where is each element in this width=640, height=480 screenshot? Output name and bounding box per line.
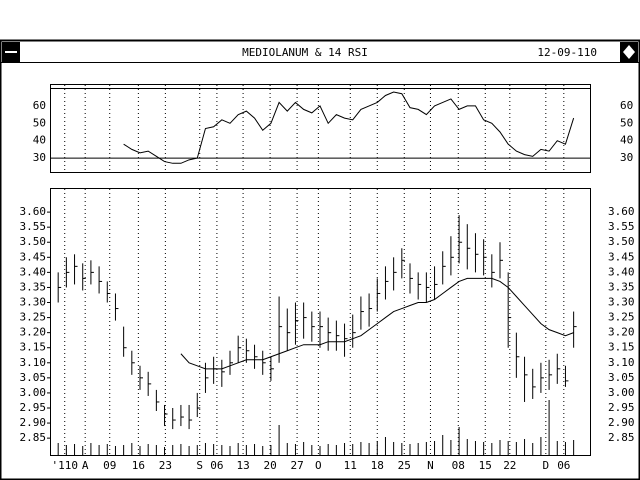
y-tick-label: 3.15: [608, 341, 635, 354]
x-tick-label: 18: [371, 459, 384, 472]
x-tick-label: 11: [344, 459, 357, 472]
rsi-tick-label: 50: [620, 116, 633, 129]
window-frame: [0, 39, 640, 480]
y-tick-label: 2.85: [20, 431, 47, 444]
y-tick-label: 2.95: [608, 401, 635, 414]
y-tick-label: 3.25: [20, 311, 47, 324]
x-tick-label: A: [82, 459, 89, 472]
x-tick-label: D: [543, 459, 550, 472]
y-tick-label: 3.45: [608, 250, 635, 263]
rsi-tick-label: 50: [33, 116, 46, 129]
y-tick-label: 3.10: [20, 356, 47, 369]
y-tick-label: 3.55: [20, 220, 47, 233]
y-tick-label: 3.20: [608, 326, 635, 339]
menu-icon: [5, 51, 17, 53]
y-tick-label: 3.35: [608, 280, 635, 293]
y-tick-label: 3.55: [608, 220, 635, 233]
x-tick-label: 20: [263, 459, 276, 472]
x-tick-label: 08: [452, 459, 465, 472]
x-tick-label: 27: [290, 459, 303, 472]
rsi-tick-label: 60: [620, 99, 633, 112]
rsi-tick-label: 40: [33, 134, 46, 147]
chart-title: MEDIOLANUM & 14 RSI: [242, 46, 368, 59]
y-tick-label: 3.40: [20, 265, 47, 278]
x-tick-label: 06: [210, 459, 223, 472]
y-tick-label: 3.30: [20, 296, 47, 309]
rsi-line: [123, 91, 575, 164]
y-tick-label: 2.95: [20, 401, 47, 414]
y-tick-label: 3.00: [20, 386, 47, 399]
y-tick-label: 3.15: [20, 341, 47, 354]
x-tick-label: 15: [479, 459, 492, 472]
y-tick-label: 3.60: [20, 205, 47, 218]
y-tick-label: 3.05: [608, 371, 635, 384]
y-tick-label: 3.10: [608, 356, 635, 369]
x-tick-label: S: [196, 459, 203, 472]
y-tick-label: 3.30: [608, 296, 635, 309]
rsi-tick-label: 60: [33, 99, 46, 112]
rsi-tick-label: 30: [33, 151, 46, 164]
rsi-tick-label: 40: [620, 134, 633, 147]
x-tick-label: 06: [557, 459, 570, 472]
y-tick-label: 3.20: [20, 326, 47, 339]
y-tick-label: 2.90: [608, 416, 635, 429]
x-tick-label: 25: [398, 459, 411, 472]
x-tick-label: 16: [132, 459, 145, 472]
y-tick-label: 3.50: [608, 235, 635, 248]
price-panel: [50, 188, 591, 456]
x-tick-label: 23: [159, 459, 172, 472]
y-tick-label: 3.35: [20, 280, 47, 293]
y-tick-label: 3.50: [20, 235, 47, 248]
size-icon: [623, 45, 635, 59]
x-tick-label: '110: [51, 459, 78, 472]
x-tick-label: O: [315, 459, 322, 472]
chart-date: 12-09-110: [537, 46, 597, 59]
y-tick-label: 3.25: [608, 311, 635, 324]
y-tick-label: 3.45: [20, 250, 47, 263]
x-tick-label: 13: [236, 459, 249, 472]
y-tick-label: 3.05: [20, 371, 47, 384]
rsi-panel: [50, 84, 591, 173]
x-tick-label: N: [427, 459, 434, 472]
y-tick-label: 3.00: [608, 386, 635, 399]
y-tick-label: 3.60: [608, 205, 635, 218]
y-tick-label: 2.85: [608, 431, 635, 444]
x-tick-label: 09: [103, 459, 116, 472]
x-tick-label: 22: [503, 459, 516, 472]
y-tick-label: 2.90: [20, 416, 47, 429]
moving-average: [180, 277, 574, 370]
rsi-tick-label: 30: [620, 151, 633, 164]
y-tick-label: 3.40: [608, 265, 635, 278]
